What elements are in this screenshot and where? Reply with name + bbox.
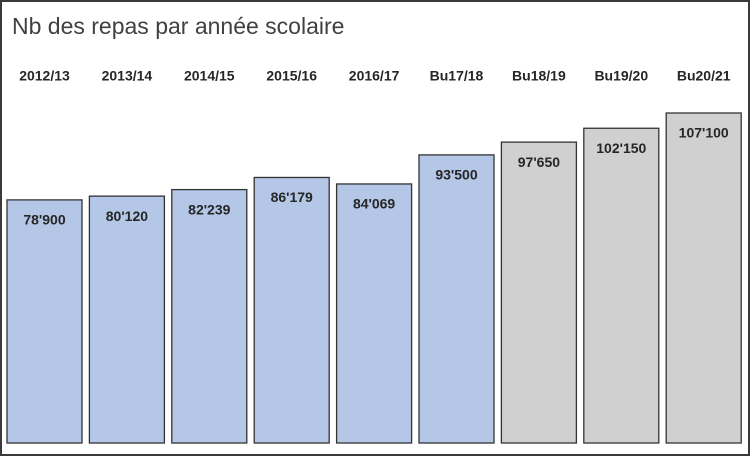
chart-title: Nb des repas par année scolaire [12,13,344,39]
bar [418,154,495,444]
data-label: 107'100 [679,125,729,141]
bar [500,141,578,444]
bar [335,183,413,444]
bar [665,112,742,444]
data-label: 84'069 [353,196,395,212]
data-label: 80'120 [106,208,148,224]
data-label: 86'179 [271,189,313,205]
category-label: 2014/15 [184,68,235,84]
category-label: 2012/13 [19,68,70,84]
category-label: Bu19/20 [594,68,648,84]
category-label: 2015/16 [266,68,317,84]
bar [88,195,166,444]
data-label: 102'150 [596,140,646,156]
bar [583,127,660,444]
data-label: 78'900 [23,212,65,228]
category-label: Bu17/18 [430,68,484,84]
bar [6,199,83,444]
data-label: 82'239 [188,201,230,217]
category-label: 2016/17 [349,68,400,84]
data-label: 93'500 [435,167,477,183]
bar [253,176,330,444]
category-label: 2013/14 [102,68,153,84]
category-label: Bu18/19 [512,68,566,84]
bar [171,188,248,444]
category-label: Bu20/21 [677,68,731,84]
data-label: 97'650 [518,154,560,170]
